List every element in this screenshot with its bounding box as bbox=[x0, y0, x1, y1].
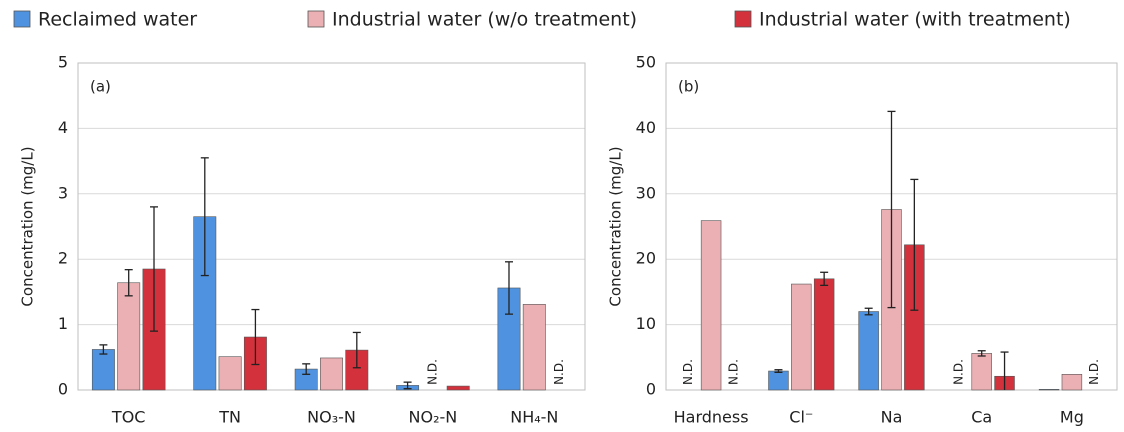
panel-label: (b) bbox=[678, 78, 699, 96]
bar bbox=[320, 357, 343, 391]
x-tick-label: NO₂-N bbox=[409, 408, 458, 427]
bar bbox=[700, 220, 722, 391]
bar bbox=[446, 385, 470, 391]
y-tick-label: 50 bbox=[636, 53, 656, 72]
y-tick-label: 20 bbox=[636, 249, 656, 268]
bar bbox=[1038, 389, 1060, 391]
bar bbox=[858, 311, 879, 391]
bar bbox=[91, 349, 115, 391]
x-tick-label: NH₄-N bbox=[510, 408, 558, 427]
y-tick-label: 30 bbox=[636, 183, 656, 202]
x-tick-label: Na bbox=[881, 408, 903, 427]
legend-swatch bbox=[307, 10, 325, 28]
legend-swatch bbox=[13, 10, 31, 28]
x-tick-label: TOC bbox=[111, 408, 146, 427]
nd-label: N.D. bbox=[1087, 359, 1101, 385]
nd-label: N.D. bbox=[552, 359, 566, 385]
y-tick-label: 1 bbox=[58, 314, 68, 333]
y-tick-label: 0 bbox=[646, 380, 656, 399]
bar bbox=[1061, 374, 1083, 391]
x-tick-label: Cl⁻ bbox=[789, 408, 813, 427]
x-tick-label: Ca bbox=[971, 408, 992, 427]
y-axis-label: Concentration (mg/L) bbox=[19, 146, 37, 306]
bar bbox=[117, 282, 141, 391]
y-tick-label: 4 bbox=[58, 118, 68, 137]
panel-label: (a) bbox=[90, 78, 111, 96]
legend-label: Reclaimed water bbox=[38, 9, 197, 31]
legend-label: Industrial water (w/o treatment) bbox=[332, 9, 637, 31]
bar bbox=[971, 353, 992, 391]
nd-label: N.D. bbox=[726, 359, 740, 385]
nd-label: N.D. bbox=[425, 359, 439, 385]
x-tick-label: Hardness bbox=[674, 408, 749, 427]
nd-label: N.D. bbox=[951, 359, 965, 385]
x-tick-label: Mg bbox=[1060, 408, 1084, 427]
y-tick-label: 2 bbox=[58, 249, 68, 268]
y-tick-label: 5 bbox=[58, 53, 68, 72]
y-tick-label: 40 bbox=[636, 118, 656, 137]
y-axis-label: Concentration (mg/L) bbox=[607, 146, 625, 306]
y-tick-label: 3 bbox=[58, 183, 68, 202]
legend-label: Industrial water (with treatment) bbox=[759, 9, 1071, 31]
nd-label: N.D. bbox=[681, 359, 695, 385]
x-tick-label: NO₃-N bbox=[307, 408, 356, 427]
y-tick-label: 0 bbox=[58, 380, 68, 399]
bar bbox=[768, 370, 789, 391]
bar bbox=[218, 356, 242, 391]
bar bbox=[813, 278, 835, 391]
y-tick-label: 10 bbox=[636, 314, 656, 333]
legend-swatch bbox=[734, 10, 752, 28]
bar bbox=[522, 304, 546, 391]
x-tick-label: TN bbox=[218, 408, 241, 427]
bar bbox=[791, 283, 812, 391]
